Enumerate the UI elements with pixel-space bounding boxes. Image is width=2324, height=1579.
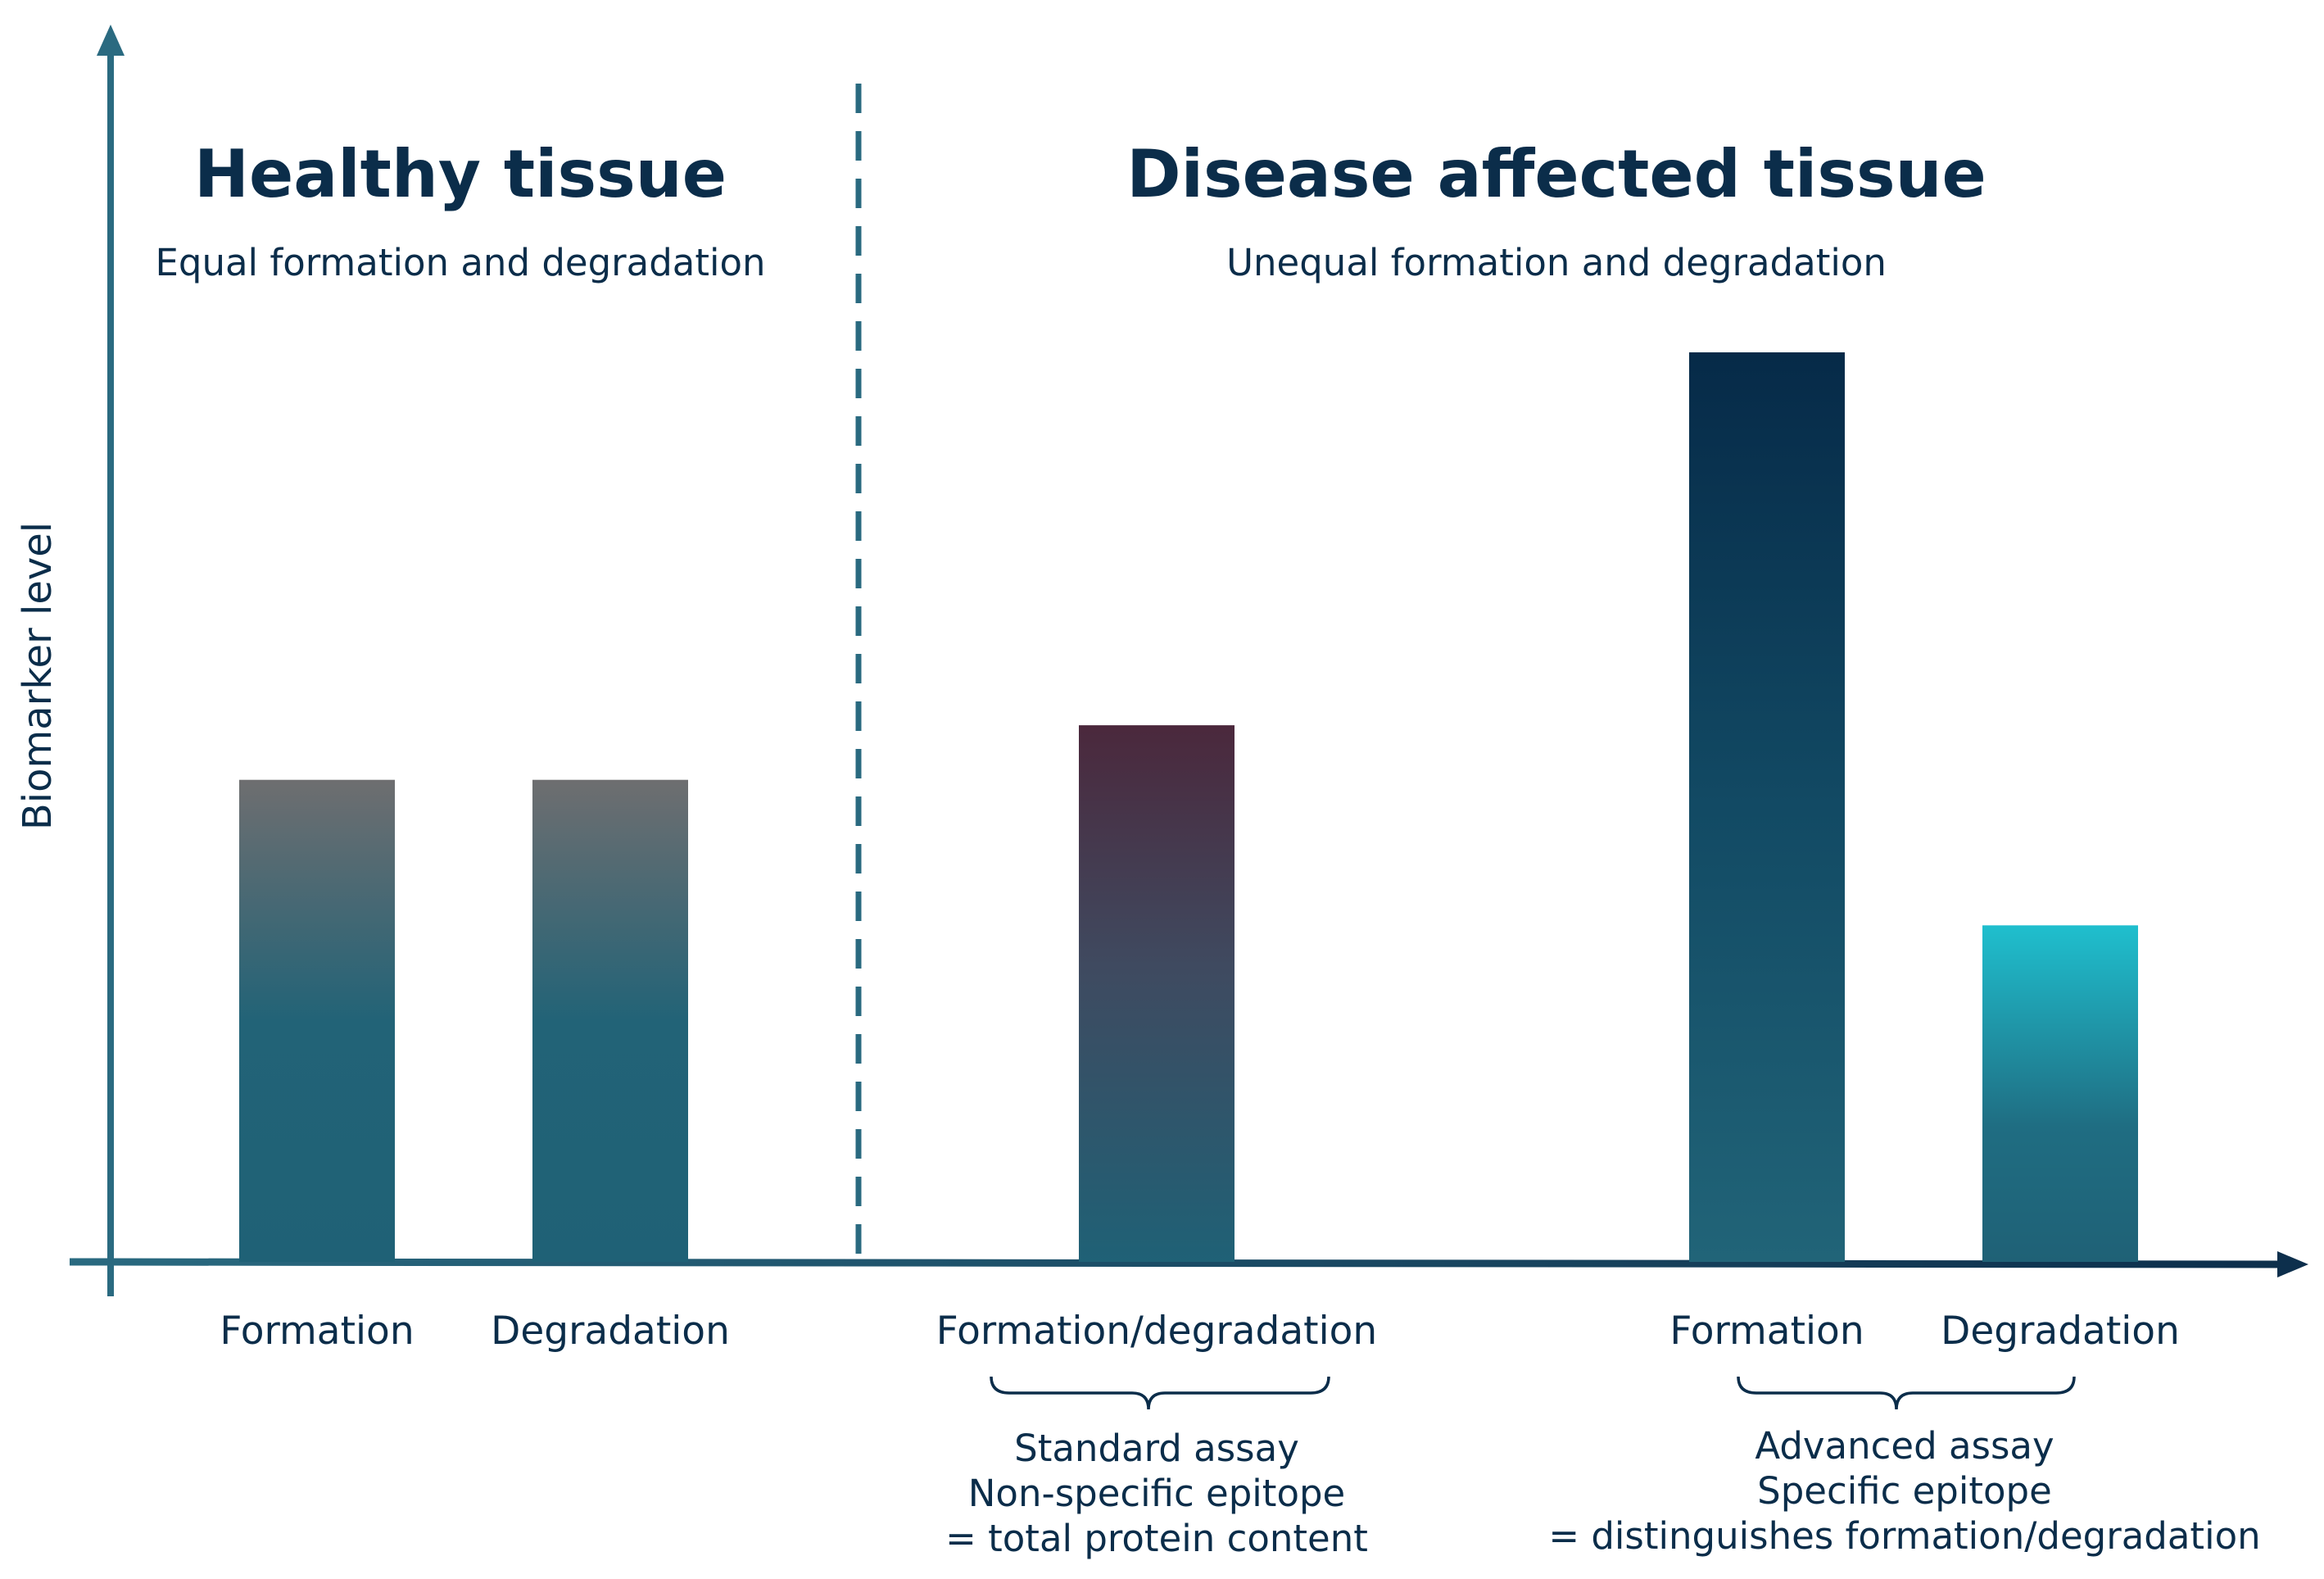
standard-assay-brace (990, 1376, 1330, 1410)
standard-assay-line-2: Non-specific epitope (968, 1472, 1345, 1515)
bars-group (239, 352, 2138, 1262)
advanced-assay-line-1: Advanced assay (1755, 1424, 2054, 1468)
healthy-subtitle: Equal formation and degradation (155, 241, 765, 284)
y-axis-label: Biomarker level (15, 522, 61, 830)
healthy-title: Healthy tissue (194, 136, 727, 212)
bar-disease-degradation (1982, 925, 2138, 1262)
bar-label-standard-formation-degradation: Formation/degradation (936, 1309, 1377, 1354)
bar-label-healthy-formation: Formation (220, 1309, 414, 1354)
standard-assay-line-1: Standard assay (1014, 1427, 1299, 1470)
bar-healthy-degradation (532, 779, 688, 1262)
x-axis (69, 1258, 2286, 1268)
advanced-assay-line-2: Specific epitope (1757, 1469, 2052, 1513)
disease-subtitle: Unequal formation and degradation (1226, 241, 1887, 284)
advanced-assay-brace (1737, 1376, 2076, 1410)
bar-label-disease-degradation: Degradation (1941, 1309, 2180, 1354)
y-axis-arrow-icon (97, 25, 125, 56)
bar-label-healthy-degradation: Degradation (491, 1309, 730, 1354)
advanced-assay-line-3: = distinguishes formation/degradation (1548, 1514, 2260, 1558)
standard-assay-line-3: = total protein content (945, 1517, 1368, 1560)
disease-title: Disease affected tissue (1126, 136, 1986, 212)
x-axis-arrow-icon (2277, 1251, 2308, 1277)
bar-standard-formation-degradation (1079, 725, 1234, 1262)
bar-disease-formation (1689, 352, 1845, 1262)
bar-healthy-formation (239, 779, 395, 1262)
bar-label-disease-formation: Formation (1669, 1309, 1864, 1354)
